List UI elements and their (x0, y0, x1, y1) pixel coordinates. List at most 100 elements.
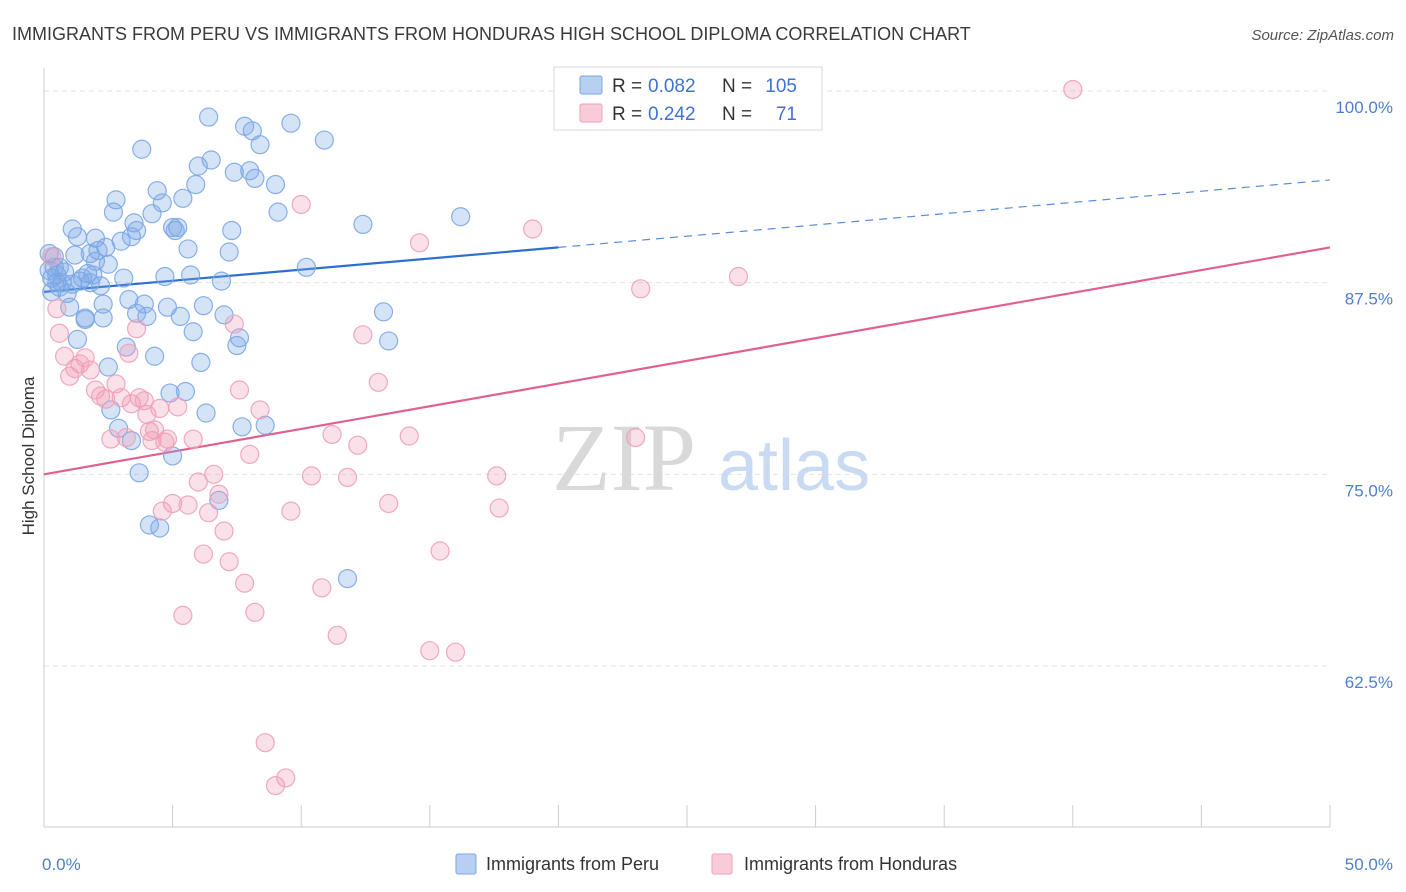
peru-point (211, 271, 232, 291)
stats-legend-r-value-peru: 0.082 (648, 76, 696, 97)
peru-point (451, 207, 471, 227)
bottom-legend-swatch-peru (455, 853, 477, 875)
honduras-point (204, 464, 224, 484)
peru-point (132, 139, 152, 159)
honduras-point (250, 400, 270, 420)
peru-point (129, 463, 149, 483)
honduras-point (150, 398, 170, 418)
peru-point (49, 277, 70, 297)
honduras-point (129, 388, 149, 408)
stats-legend-n-label-honduras: N = (722, 104, 752, 125)
peru-point (88, 240, 108, 261)
peru-point (67, 329, 88, 349)
honduras-point (255, 733, 275, 753)
peru-point (106, 190, 126, 210)
peru-point (98, 357, 118, 377)
honduras-point (348, 435, 368, 455)
honduras-point (224, 314, 244, 334)
peru-point (111, 231, 131, 251)
series-honduras-points (42, 79, 1083, 796)
chart-source: Source: ZipAtlas.com (1251, 27, 1394, 44)
honduras-point (75, 348, 95, 368)
honduras-point (70, 354, 90, 374)
peru-point (255, 415, 275, 435)
peru-point (137, 306, 157, 326)
honduras-point (245, 602, 265, 622)
honduras-point (155, 432, 175, 452)
honduras-point (47, 299, 67, 319)
peru-point (224, 162, 244, 182)
honduras-point (523, 219, 543, 239)
peru-point (245, 168, 265, 188)
x-tick-labels: 0.0% 50.0% (42, 855, 1393, 874)
peru-point (121, 431, 142, 451)
x-ticks (43, 805, 1331, 827)
watermark: ZIP atlas (552, 404, 870, 511)
honduras-point (430, 541, 450, 561)
peru-point (265, 174, 286, 195)
peru-point (181, 265, 201, 285)
peru-point (191, 352, 211, 372)
peru-point (98, 254, 118, 274)
y-tick-label: 75.0% (1345, 481, 1393, 500)
peru-point (209, 490, 229, 510)
peru-point (196, 403, 216, 423)
stats-legend-n-value-honduras: 71 (776, 104, 797, 125)
honduras-point (209, 484, 229, 504)
y-axis-label: High School Diploma (19, 376, 38, 535)
honduras-point (96, 389, 116, 409)
stats-legend-r-label-peru: R = (612, 76, 642, 97)
honduras-point (168, 397, 188, 417)
honduras-point (265, 775, 286, 796)
honduras-point (235, 573, 255, 593)
honduras-point (281, 501, 301, 521)
honduras-point (199, 503, 219, 523)
peru-point (186, 174, 206, 195)
peru-point (93, 294, 113, 314)
honduras-point (183, 429, 203, 449)
y-tick-label: 62.5% (1345, 673, 1393, 692)
honduras-point (379, 493, 399, 514)
honduras-point (368, 372, 388, 392)
series-peru-points (39, 82, 584, 589)
peru-point (150, 518, 170, 538)
honduras-point (42, 247, 62, 267)
peru-trend-extension (558, 179, 1331, 248)
honduras-point (116, 427, 136, 448)
stats-legend-r-label-honduras: R = (612, 104, 642, 125)
honduras-point (193, 544, 214, 564)
peru-point (144, 346, 165, 366)
peru-point (124, 213, 144, 233)
peru-point (175, 381, 196, 402)
honduras-point (240, 444, 260, 464)
honduras-point (101, 429, 121, 449)
peru-point (155, 266, 175, 287)
watermark-atlas: atlas (718, 426, 870, 506)
peru-point (183, 322, 203, 342)
honduras-point (214, 521, 234, 541)
honduras-point (445, 642, 466, 662)
honduras-point (291, 194, 311, 215)
honduras-point (487, 466, 507, 486)
honduras-point (337, 467, 358, 487)
honduras-point (489, 498, 509, 518)
y-tick-label: 87.5% (1345, 290, 1393, 309)
peru-point (54, 262, 75, 282)
x-tick-label: 0.0% (42, 855, 81, 874)
peru-point (353, 214, 373, 234)
honduras-point (90, 386, 111, 406)
honduras-point (188, 472, 208, 492)
bottom-legend-label-peru: Immigrants from Peru (486, 854, 659, 874)
honduras-point (399, 426, 419, 446)
honduras-point (322, 424, 342, 445)
peru-point (268, 202, 288, 222)
peru-point (250, 135, 270, 155)
honduras-point (353, 325, 373, 345)
peru-point (178, 239, 198, 259)
y-tick-label: 100.0% (1335, 98, 1393, 117)
peru-point (201, 150, 221, 170)
stats-legend-n-value-peru: 105 (765, 76, 797, 97)
peru-point (67, 227, 88, 247)
honduras-point (728, 266, 749, 287)
